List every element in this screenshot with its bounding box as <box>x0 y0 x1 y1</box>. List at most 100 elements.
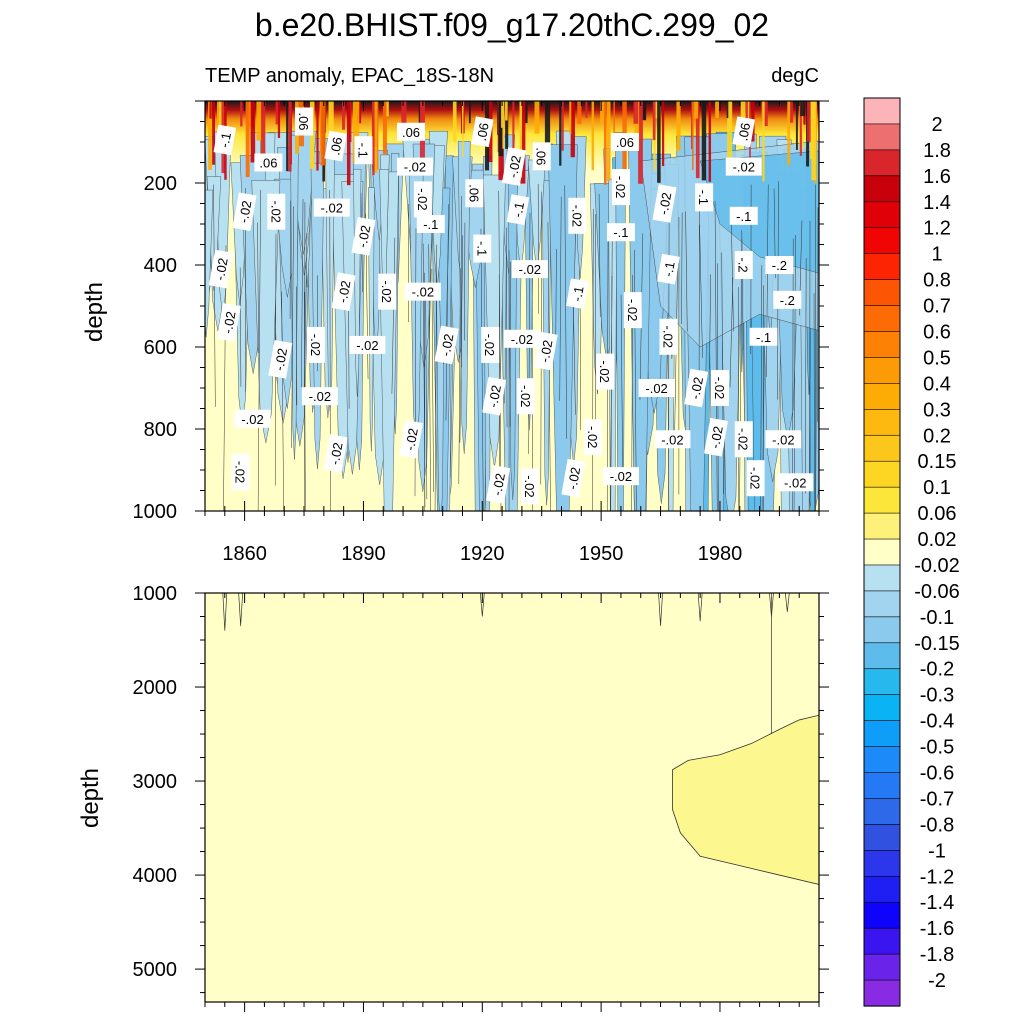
contour-label: -.02 <box>734 421 753 458</box>
contour-line <box>606 241 609 511</box>
colorbar-swatch <box>863 668 901 696</box>
contour-label-box <box>777 473 814 492</box>
surface-anomaly-streak <box>346 101 351 186</box>
contour-label-box <box>232 192 257 231</box>
contour-label-text: -.02 <box>233 461 248 483</box>
contour-label-box <box>710 370 729 406</box>
lower-y-axis-label: depth <box>77 768 104 828</box>
contour-label-text: -.2 <box>780 293 795 308</box>
surface-anomaly-streak <box>525 101 528 124</box>
contour-label-box <box>749 327 778 346</box>
contour-label-text: -.02 <box>522 475 537 497</box>
contour-line <box>257 222 259 354</box>
contour-label: -.02 <box>398 419 423 459</box>
colorbar-swatch <box>863 927 901 955</box>
contour-label-box <box>503 329 540 348</box>
surface-anomaly-streak <box>559 101 562 166</box>
surface-anomaly-streak <box>328 101 334 158</box>
contour-line <box>592 208 594 511</box>
contour-label: -.02 <box>268 340 293 379</box>
contour-label-text: -.1 <box>736 209 751 224</box>
colorbar-swatch <box>863 305 901 333</box>
contour-label-text: -.1 <box>660 260 677 278</box>
contour-line <box>239 267 242 387</box>
contour-label-text: -.02 <box>613 176 628 198</box>
colorbar-label: 0.02 <box>918 529 957 551</box>
contour-label: -.02 <box>568 197 587 234</box>
surface-anomaly-streak <box>260 101 266 168</box>
contour-label-text: -.02 <box>404 160 426 175</box>
surface-anomaly-streak <box>505 101 509 149</box>
contour-line <box>223 245 227 511</box>
contour-line <box>805 258 807 494</box>
surface-anomaly-streak <box>240 101 243 127</box>
contour-label-text: -.02 <box>661 432 683 447</box>
contour-label: -.1 <box>657 253 680 285</box>
contour-label-box <box>354 136 373 165</box>
colorbar-label: -0.3 <box>920 685 954 707</box>
colorbar-swatch <box>863 383 901 410</box>
contour-label-text: -.02 <box>712 377 727 399</box>
contour-label-box <box>610 133 639 151</box>
colorbar-swatch <box>863 746 901 774</box>
surface-anomaly-streak <box>577 101 582 124</box>
colorbar-label: 1.4 <box>923 192 951 214</box>
contour-label: -.2 <box>773 290 802 309</box>
contour-label-box <box>234 409 271 428</box>
contour-label-text: -.02 <box>356 338 378 353</box>
colorbar-swatch <box>863 772 901 800</box>
surface-anomaly-streak <box>613 101 615 150</box>
contour-label-box <box>566 278 589 310</box>
contour-line <box>579 291 581 430</box>
upper-y-axis: 200 400 600 800 1000 <box>133 100 829 523</box>
contour-label-text: .06 <box>296 112 311 130</box>
contour-line <box>681 212 683 325</box>
colorbar: 2 1.8 1.6 1.4 1.2 1 0.8 0.7 0.6 0.5 0.4 0.3 0.2 0.15 0… <box>863 97 960 1007</box>
contour-label-text: -.2 <box>772 258 787 273</box>
contour-label-box <box>732 116 756 148</box>
contour-line <box>730 215 734 332</box>
colorbar-label: -1 <box>928 840 946 862</box>
contour-label: -.02 <box>404 282 441 301</box>
surface-anomaly-streak <box>498 101 504 157</box>
contour-label-text: .06 <box>474 122 492 142</box>
surface-anomaly-streak <box>209 101 212 119</box>
deep-warm-anomaly-region <box>672 714 819 885</box>
contour-label-box <box>584 419 603 456</box>
contour-label-text: -.1 <box>613 225 628 240</box>
surface-anomaly-streak <box>386 101 389 117</box>
contour-line <box>598 193 601 318</box>
contour-line <box>620 294 623 476</box>
contour-line <box>329 190 331 511</box>
contour-label-box <box>596 353 615 390</box>
contour-label-text: -.02 <box>379 280 394 302</box>
contour-label-text: -.1 <box>474 241 489 256</box>
contour-line <box>291 206 294 448</box>
contour-label-text: -.02 <box>489 472 508 497</box>
surface-anomaly-streak <box>570 101 575 158</box>
surface-anomaly-streak <box>382 101 387 155</box>
contour-line <box>631 274 633 511</box>
contour-label-box <box>654 430 691 449</box>
colorbar-label: -0.8 <box>920 814 954 836</box>
contour-label-text: -.02 <box>597 360 612 382</box>
contour-label-box <box>396 157 433 176</box>
negative-anomaly-plume <box>368 187 375 452</box>
contour-label: -.02 <box>596 353 615 390</box>
colorbar-swatch <box>863 979 901 1007</box>
colorbar-label: 0.6 <box>923 321 951 343</box>
contour-label-box <box>606 223 635 242</box>
contour-label: -.1 <box>213 124 237 156</box>
contour-line <box>564 185 567 439</box>
colorbar-swatch <box>863 409 901 436</box>
contour-label-box <box>313 198 350 217</box>
contour-line <box>709 274 711 369</box>
surface-anomaly-streak <box>520 101 526 184</box>
surface-anomaly-streak <box>638 101 643 184</box>
contour-label: -.02 <box>349 335 386 354</box>
contour-label-text: -.02 <box>485 384 504 409</box>
surface-anomaly-streak <box>401 101 407 130</box>
contour-label-box <box>501 147 526 186</box>
contour-label: .06 <box>254 153 283 172</box>
contour-label-text: -.02 <box>482 334 497 356</box>
